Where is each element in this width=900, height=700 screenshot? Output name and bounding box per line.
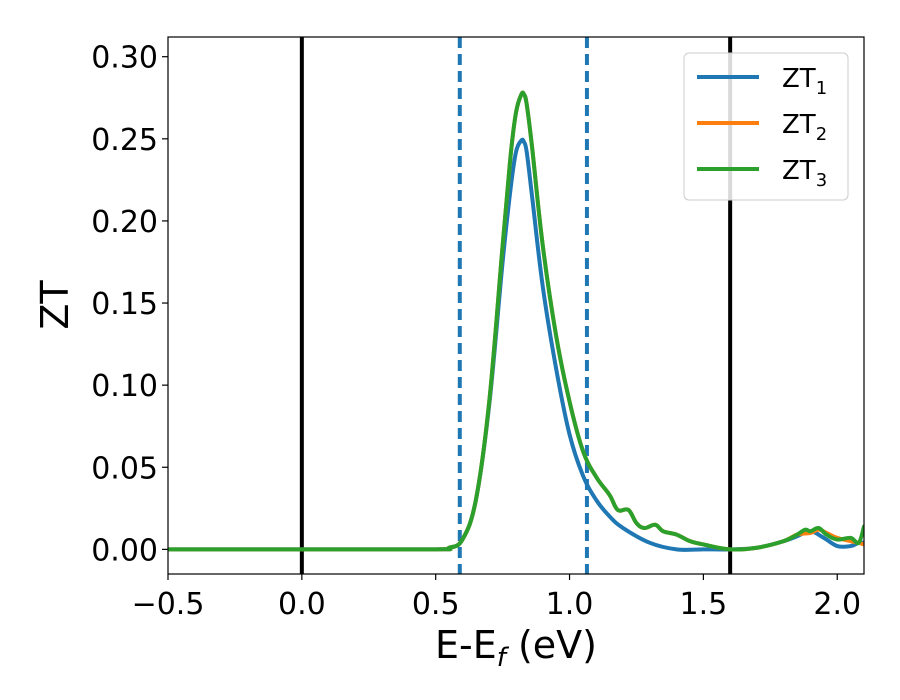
y-axis-ticks: 0.00 0.05 0.10 0.15 0.20 0.25 0.30 [91, 41, 168, 568]
legend-label-zt2: ZT2 [782, 110, 827, 145]
x-axis-label: E-Ef (eV) [435, 623, 597, 673]
x-tick-label: 0.0 [278, 587, 326, 622]
series-line-zt3 [168, 90, 864, 552]
x-tick-label: −0.5 [132, 587, 205, 622]
y-tick-label: 0.00 [91, 533, 158, 568]
plot-frame [167, 36, 865, 575]
legend-box [683, 52, 849, 201]
legend-label-zt1: ZT1 [782, 64, 827, 99]
series-line-zt1 [168, 137, 864, 552]
y-tick-label: 0.20 [91, 205, 158, 240]
x-tick-label: 2.0 [813, 587, 861, 622]
legend: ZT1 ZT2 ZT3 [683, 52, 849, 201]
y-tick-label: 0.30 [91, 41, 158, 76]
series-lines [168, 90, 864, 552]
x-axis-ticks: −0.5 0.0 0.5 1.0 1.5 2.0 [132, 574, 861, 622]
x-tick-label: 1.5 [680, 587, 728, 622]
x-tick-label: 1.0 [546, 587, 594, 622]
y-tick-label: 0.10 [91, 369, 158, 404]
y-axis-label: ZT [33, 280, 77, 330]
y-tick-label: 0.15 [91, 287, 158, 322]
y-tick-label: 0.25 [91, 123, 158, 158]
y-tick-label: 0.05 [91, 451, 158, 486]
x-tick-label: 0.5 [412, 587, 460, 622]
x-axis-label-unit: (eV) [506, 623, 597, 667]
legend-label-zt3: ZT3 [782, 156, 827, 191]
